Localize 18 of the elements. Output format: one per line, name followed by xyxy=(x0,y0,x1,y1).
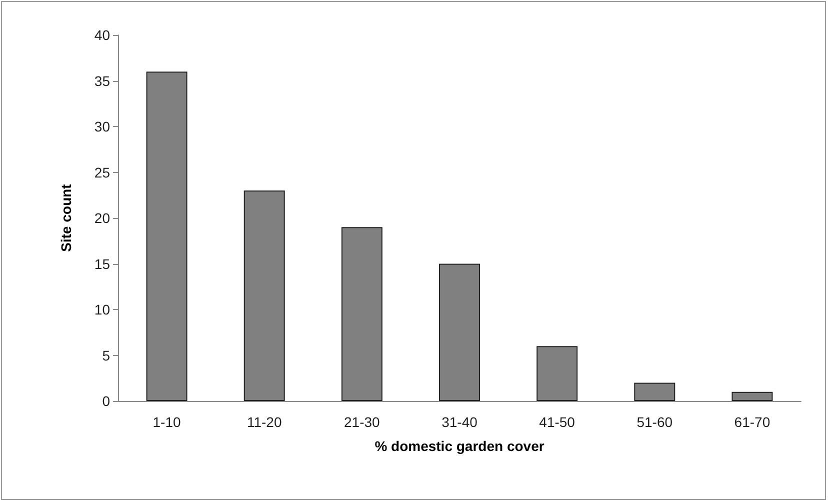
y-tick-label: 10 xyxy=(94,302,110,318)
x-tick-label: 21-30 xyxy=(344,414,380,430)
y-tick-label: 30 xyxy=(94,118,110,134)
x-axis-title: % domestic garden cover xyxy=(374,438,545,454)
y-tick-label: 15 xyxy=(94,256,110,272)
x-tick-label: 41-50 xyxy=(539,414,576,430)
x-tick-label: 1-10 xyxy=(152,414,182,430)
x-tick-label: 11-20 xyxy=(246,414,282,430)
y-tick-label: 20 xyxy=(94,210,110,226)
x-tick-label: 51-60 xyxy=(636,414,673,430)
y-tick-label: 25 xyxy=(94,164,110,180)
y-tick-label: 5 xyxy=(102,347,110,364)
y-tick-label: 40 xyxy=(94,27,110,43)
y-tick-label: 35 xyxy=(94,72,110,89)
x-tick-label: 31-40 xyxy=(442,414,478,430)
x-tick-label: 61-70 xyxy=(734,414,770,430)
y-axis-title: Site count xyxy=(58,184,74,252)
y-tick-label: 0 xyxy=(102,393,110,409)
